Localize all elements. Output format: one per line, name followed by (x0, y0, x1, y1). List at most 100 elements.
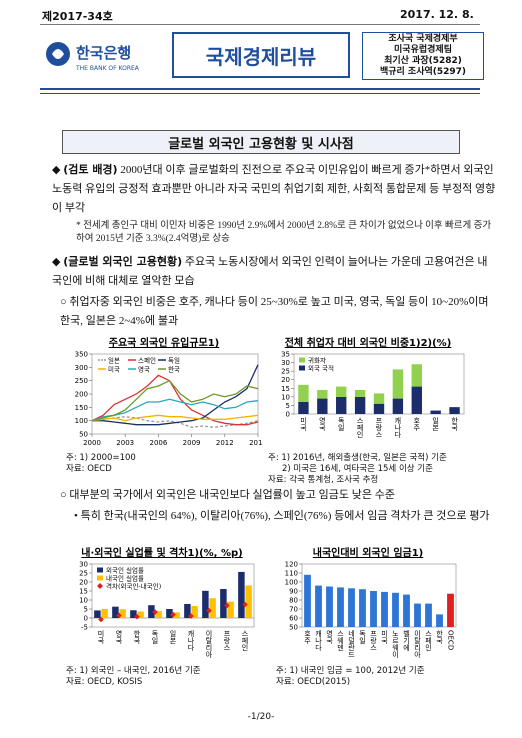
bar (166, 609, 173, 618)
report-title: 글로벌 외국인 고용현황 및 시사점 (62, 130, 460, 154)
x-tick-label: 벨기에 (403, 630, 411, 652)
text: 대부분의 국가에서 외국인은 내국인보다 실업률이 높고 임금도 낮은 수준 (69, 489, 396, 501)
bar (209, 598, 216, 618)
x-tick-label: 일본 (169, 629, 177, 644)
bullet: ◆ (52, 164, 61, 176)
x-tick-label: 스페인 (356, 417, 364, 438)
y-tick-label: 30 (79, 561, 88, 569)
y-tick-label: 0 (84, 615, 88, 623)
author-line: 백규리 조사역(5297) (379, 67, 467, 77)
x-tick-label: 스페인 (241, 630, 249, 651)
gap-marker (224, 602, 230, 609)
bullet: ○ (60, 489, 67, 501)
paragraph: ◆ (검토 배경) 2000년대 이후 글로벌화의 진전으로 주요국 이민유입이… (52, 160, 496, 218)
x-tick-label: 2000 (83, 439, 101, 447)
x-tick-label: OECD (447, 630, 455, 650)
gap-marker (170, 611, 176, 618)
x-tick-label: 이탈리아 (205, 629, 213, 659)
y-tick-label: 100 (75, 417, 88, 425)
legend-label: 외국인 실업률 (106, 566, 144, 575)
bar (370, 591, 377, 627)
chart-title: 주요국 외국인 유입규모1) (109, 336, 220, 349)
text: 취업자중 외국인 비중은 호주, 캐나다 등이 25~30%로 높고 미국, 영… (60, 296, 489, 327)
y-tick-label: 80 (289, 597, 298, 605)
bar (403, 594, 410, 627)
y-tick-label: 35 (281, 351, 290, 359)
logo-english: THE BANK OF KOREA (75, 65, 140, 72)
footnote: * 전세계 총인구 대비 이민자 비중은 1990년 2.9%에서 2000년 … (76, 220, 496, 246)
y-tick-label: 5 (286, 402, 290, 410)
bar (430, 410, 441, 414)
paragraph: • 특히 한국(내국인의 64%), 이탈리아(76%), 스페인(76%) 등… (74, 507, 496, 526)
bar (317, 390, 328, 399)
y-tick-label: 60 (289, 615, 298, 623)
bar (414, 603, 421, 627)
legend-label: 격차(외국인-내국인) (106, 582, 161, 591)
x-tick-label: 네덜란드 (348, 629, 356, 658)
author-line: 최기산 과장(5282) (384, 56, 462, 66)
logo-name: 한국은행 (76, 44, 131, 62)
paragraph: ○ 대부분의 국가에서 외국인은 내국인보다 실업률이 높고 임금도 낮은 수준 (60, 486, 496, 505)
bar (315, 585, 322, 627)
y-tick-label: 15 (281, 385, 290, 393)
series-line (91, 414, 259, 422)
bar (227, 601, 234, 618)
x-tick-label: 프랑스 (370, 630, 378, 651)
chart-note: 자료: 각국 통계청, 조사국 추정 (268, 475, 379, 485)
rule (40, 24, 480, 25)
legend-swatch (97, 575, 103, 581)
bar (191, 605, 198, 618)
x-tick-label: 독일 (151, 630, 159, 644)
legend-swatch (97, 583, 103, 589)
x-tick-label: 2009 (183, 439, 201, 447)
page-number: -1/20- (247, 712, 275, 722)
bar (184, 603, 191, 618)
bar (354, 396, 366, 414)
bar (447, 593, 454, 627)
y-tick-label: 10 (281, 393, 290, 401)
legend-swatch (299, 357, 305, 363)
x-tick-label: 호주 (304, 630, 312, 645)
legend-swatch (97, 567, 103, 573)
bar (411, 364, 422, 387)
legend-label: 스페인 (138, 356, 156, 365)
chart: 주요국 외국인 유입규모1) 50 100 150 200 250 300 350 2000 20… (75, 336, 267, 447)
x-tick-label: 영국 (326, 629, 334, 645)
y-tick-label: 120 (285, 561, 298, 569)
bullet: * (76, 221, 81, 231)
bar (392, 369, 404, 399)
chart-note: 주: 1) 내국인 임금 = 100, 2012년 기준 (276, 666, 425, 676)
bullet: ◆ (52, 256, 61, 268)
y-tick-label: 0 (286, 411, 290, 419)
legend-label: 귀화자 (308, 356, 326, 365)
x-tick-label: 한국 (133, 630, 141, 645)
bar (173, 612, 180, 618)
x-tick-label: 프랑스 (375, 417, 383, 438)
y-tick-label: 50 (289, 624, 298, 632)
paragraph: ○ 취업자중 외국인 비중은 호주, 캐나다 등이 25~30%로 높고 미국,… (60, 293, 496, 331)
chart-note: 주: 1) 2000=100 (66, 453, 136, 463)
x-tick-label: 영국 (115, 629, 123, 645)
y-tick-label: 70 (289, 606, 298, 614)
chart-title: 전체 취업자 대비 외국인 비중1)2)(%) (285, 336, 452, 349)
x-tick-label: 독일 (359, 630, 367, 644)
bar (336, 386, 347, 397)
x-tick-label: 2015 (249, 439, 262, 447)
x-tick-label: 캐나다 (394, 417, 402, 439)
paragraph: ◆ (글로벌 외국인 고용현황) 주요국 노동시장에서 외국인 인력이 늘어나는… (52, 252, 496, 291)
x-tick-label: 2003 (116, 439, 134, 447)
gap-marker (152, 609, 158, 615)
bar (436, 614, 443, 627)
bar (449, 407, 460, 414)
series-line (91, 379, 259, 422)
bar (298, 384, 309, 402)
bar (119, 609, 126, 618)
gap-marker (188, 613, 194, 619)
bar (336, 396, 347, 414)
legend-swatch (299, 365, 305, 371)
legend-label: 일본 (108, 356, 120, 365)
y-tick-label: 25 (281, 368, 290, 376)
bullet: ○ (60, 296, 67, 308)
bar (326, 586, 333, 627)
